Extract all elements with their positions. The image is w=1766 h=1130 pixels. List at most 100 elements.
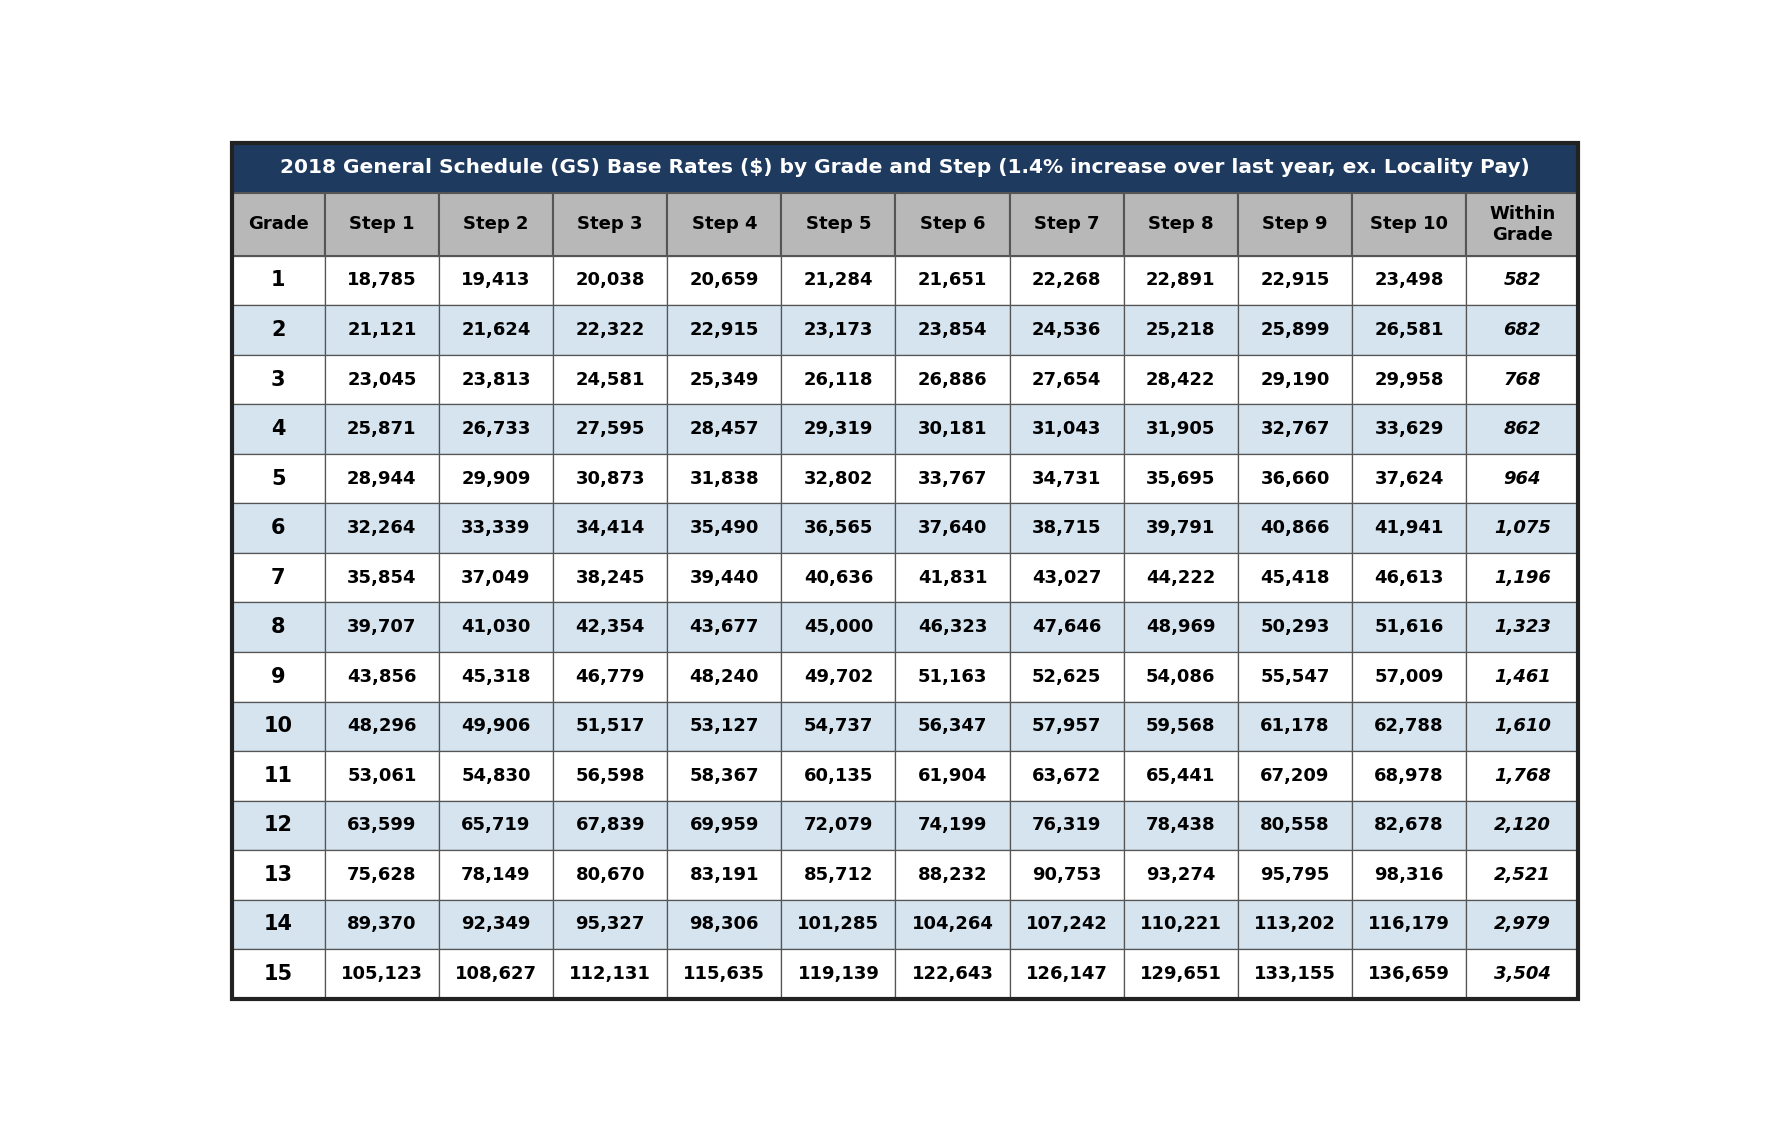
Text: 33,629: 33,629	[1374, 420, 1445, 438]
Text: 78,149: 78,149	[461, 866, 532, 884]
Text: 50,293: 50,293	[1261, 618, 1330, 636]
Bar	[1123, 850, 1238, 899]
Bar	[440, 652, 553, 702]
Bar	[895, 602, 1010, 652]
Text: 23,045: 23,045	[348, 371, 417, 389]
Text: 39,440: 39,440	[689, 568, 759, 586]
Text: 23,498: 23,498	[1374, 271, 1445, 289]
Bar	[781, 255, 895, 305]
Text: 1,075: 1,075	[1494, 519, 1551, 537]
Bar	[1010, 702, 1123, 751]
Text: 95,327: 95,327	[576, 915, 645, 933]
Bar	[440, 454, 553, 503]
Text: 98,306: 98,306	[689, 915, 759, 933]
Text: 23,173: 23,173	[804, 321, 872, 339]
Text: 54,737: 54,737	[804, 718, 872, 736]
Text: 33,767: 33,767	[918, 470, 987, 487]
Text: 48,240: 48,240	[689, 668, 759, 686]
Text: 30,873: 30,873	[576, 470, 645, 487]
Bar	[325, 949, 440, 999]
Bar	[1238, 553, 1353, 602]
Text: 40,866: 40,866	[1261, 519, 1330, 537]
Text: 55,547: 55,547	[1261, 668, 1330, 686]
Bar	[1010, 355, 1123, 405]
Text: 23,854: 23,854	[918, 321, 987, 339]
Bar	[1238, 949, 1353, 999]
Bar	[1466, 355, 1579, 405]
Bar	[1466, 553, 1579, 602]
Text: 582: 582	[1503, 271, 1542, 289]
Text: 10: 10	[263, 716, 293, 737]
Bar	[1238, 355, 1353, 405]
Bar	[1466, 405, 1579, 454]
Text: 122,643: 122,643	[911, 965, 994, 983]
Text: 31,838: 31,838	[689, 470, 759, 487]
Bar	[553, 193, 668, 255]
Bar	[668, 305, 781, 355]
Bar	[231, 503, 325, 553]
Bar	[325, 602, 440, 652]
Text: 29,319: 29,319	[804, 420, 872, 438]
Bar	[668, 405, 781, 454]
Text: 39,707: 39,707	[348, 618, 417, 636]
Bar	[895, 255, 1010, 305]
Text: 23,813: 23,813	[461, 371, 532, 389]
Bar	[895, 405, 1010, 454]
Text: 25,871: 25,871	[348, 420, 417, 438]
Bar	[1353, 949, 1466, 999]
Bar	[325, 652, 440, 702]
Text: 21,121: 21,121	[348, 321, 417, 339]
Bar	[1238, 503, 1353, 553]
Text: 67,209: 67,209	[1261, 767, 1330, 785]
Text: 29,909: 29,909	[461, 470, 530, 487]
Bar	[1123, 193, 1238, 255]
Text: 43,027: 43,027	[1031, 568, 1102, 586]
Text: 58,367: 58,367	[689, 767, 759, 785]
Text: 41,030: 41,030	[461, 618, 530, 636]
Text: 6: 6	[270, 519, 286, 538]
Text: 54,086: 54,086	[1146, 668, 1215, 686]
Text: 21,651: 21,651	[918, 271, 987, 289]
Bar	[1010, 800, 1123, 850]
Bar	[781, 454, 895, 503]
Text: 32,767: 32,767	[1261, 420, 1330, 438]
Text: 63,599: 63,599	[348, 816, 417, 834]
Bar	[895, 193, 1010, 255]
Text: 43,677: 43,677	[689, 618, 759, 636]
Bar	[668, 899, 781, 949]
Bar	[1238, 255, 1353, 305]
Bar	[440, 949, 553, 999]
Text: 33,339: 33,339	[461, 519, 530, 537]
Bar	[1466, 702, 1579, 751]
Text: 3,504: 3,504	[1494, 965, 1551, 983]
Text: 24,536: 24,536	[1031, 321, 1102, 339]
Bar	[1123, 751, 1238, 800]
Text: 45,318: 45,318	[461, 668, 532, 686]
Bar	[553, 553, 668, 602]
Bar	[895, 503, 1010, 553]
Text: 1,196: 1,196	[1494, 568, 1551, 586]
Text: 40,636: 40,636	[804, 568, 872, 586]
Text: 25,218: 25,218	[1146, 321, 1215, 339]
Bar	[553, 702, 668, 751]
Text: Step 10: Step 10	[1370, 216, 1448, 234]
Bar	[668, 602, 781, 652]
Bar	[1353, 702, 1466, 751]
Bar	[781, 652, 895, 702]
Bar	[895, 899, 1010, 949]
Text: 90,753: 90,753	[1031, 866, 1102, 884]
Bar	[1123, 800, 1238, 850]
Bar	[1123, 503, 1238, 553]
Text: 36,565: 36,565	[804, 519, 872, 537]
Text: 98,316: 98,316	[1374, 866, 1445, 884]
Text: 62,788: 62,788	[1374, 718, 1445, 736]
Text: 60,135: 60,135	[804, 767, 872, 785]
Text: 78,438: 78,438	[1146, 816, 1215, 834]
Text: 25,349: 25,349	[689, 371, 759, 389]
Text: 21,284: 21,284	[804, 271, 872, 289]
Bar	[231, 405, 325, 454]
Text: 42,354: 42,354	[576, 618, 645, 636]
Text: 113,202: 113,202	[1254, 915, 1335, 933]
Bar	[1123, 454, 1238, 503]
Bar	[440, 899, 553, 949]
